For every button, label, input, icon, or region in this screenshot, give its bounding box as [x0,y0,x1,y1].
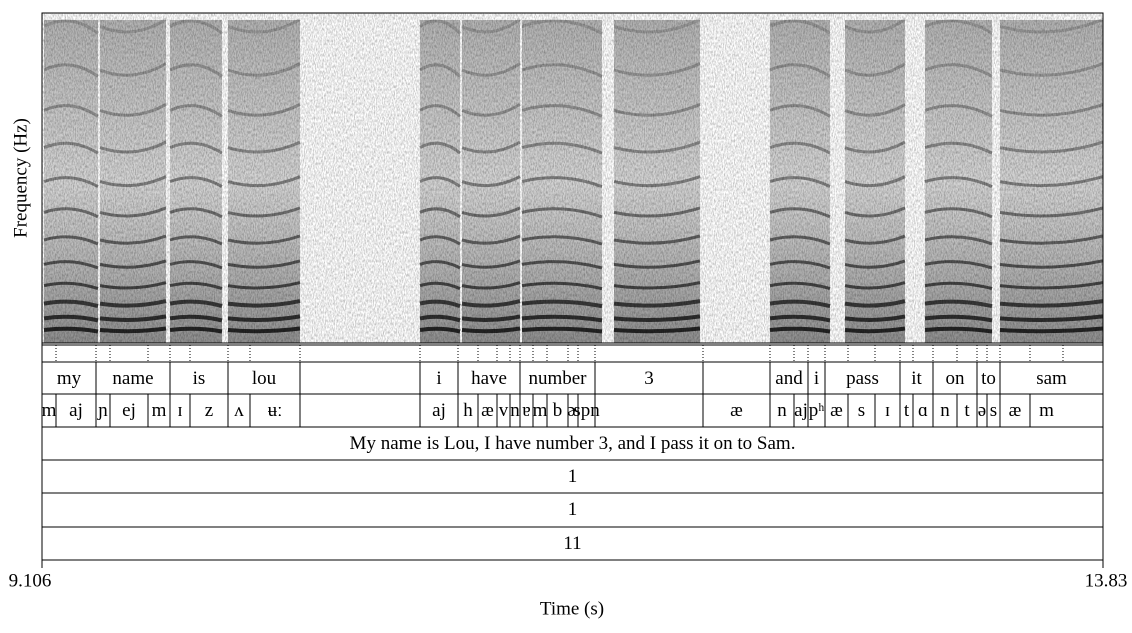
interval-label: on [946,368,966,389]
interval-label: h [463,400,473,421]
interval-label: s [858,400,865,421]
x-axis-label: Time (s) [540,598,604,619]
spectrogram-frame [41,12,1104,344]
interval-label: s [990,400,997,421]
interval-label: lou [252,368,277,389]
interval-label: it [911,368,922,389]
interval-label: 1 [568,499,578,520]
interval-label: ə [978,400,986,421]
interval-label: 3 [644,368,654,389]
x-start-label: 9.106 [9,570,52,591]
interval-label: m [533,400,548,421]
interval-label: ʌ [234,400,244,421]
x-end-label: 13.83 [1085,570,1128,591]
interval-label: i [436,368,441,389]
interval-label: m [1039,400,1054,421]
interval-label: is [193,368,206,389]
interval-label: 11 [563,533,581,554]
interval-label: v [499,400,509,421]
interval-label: pass [846,368,879,389]
interval-label: aj [432,400,446,421]
interval-label: spn [573,400,600,421]
interval-label: b [553,400,563,421]
interval-label: 1 [568,466,578,487]
interval-label: æ [1009,400,1022,421]
interval-label: aj [69,400,83,421]
interval-label: n [510,400,520,421]
interval-label: sam [1036,368,1067,389]
interval-label: m [152,400,167,421]
textgrid: my name is lou i have number 3 and i pass it on to sam… [41,343,1104,568]
interval-label: my [57,368,82,389]
interval-label: number [528,368,587,389]
interval-label: z [205,400,213,421]
interval-label: æ [830,400,843,421]
noise [42,13,1103,343]
interval-label: n [940,400,950,421]
interval-label: t [964,400,970,421]
interval-label: pʰ [809,400,825,421]
interval-label: ɲ [96,400,108,421]
interval-label: æ [481,400,494,421]
interval-label: My name is Lou, I have number 3, and I p… [350,433,796,454]
interval-label: æ [730,400,743,421]
interval-label: t [904,400,910,421]
interval-label: i [814,368,819,389]
interval-label: to [981,368,996,389]
interval-label: ɪ [885,400,890,421]
interval-label: ej [122,400,136,421]
interval-label: ɑ [918,400,928,421]
interval-label: and [775,368,803,389]
interval-label: aj [794,400,808,421]
interval-label: n [777,400,787,421]
y-axis-label: Frequency (Hz) [10,118,31,238]
interval-label: ɐ [522,400,530,421]
interval-label: ɚ [567,400,579,421]
interval-label: ɪ [177,400,182,421]
interval-label: have [471,368,507,389]
interval-label: name [112,368,153,389]
interval-label: ʉː [268,400,283,421]
interval-label: m [42,400,57,421]
spectrogram [42,13,1103,343]
